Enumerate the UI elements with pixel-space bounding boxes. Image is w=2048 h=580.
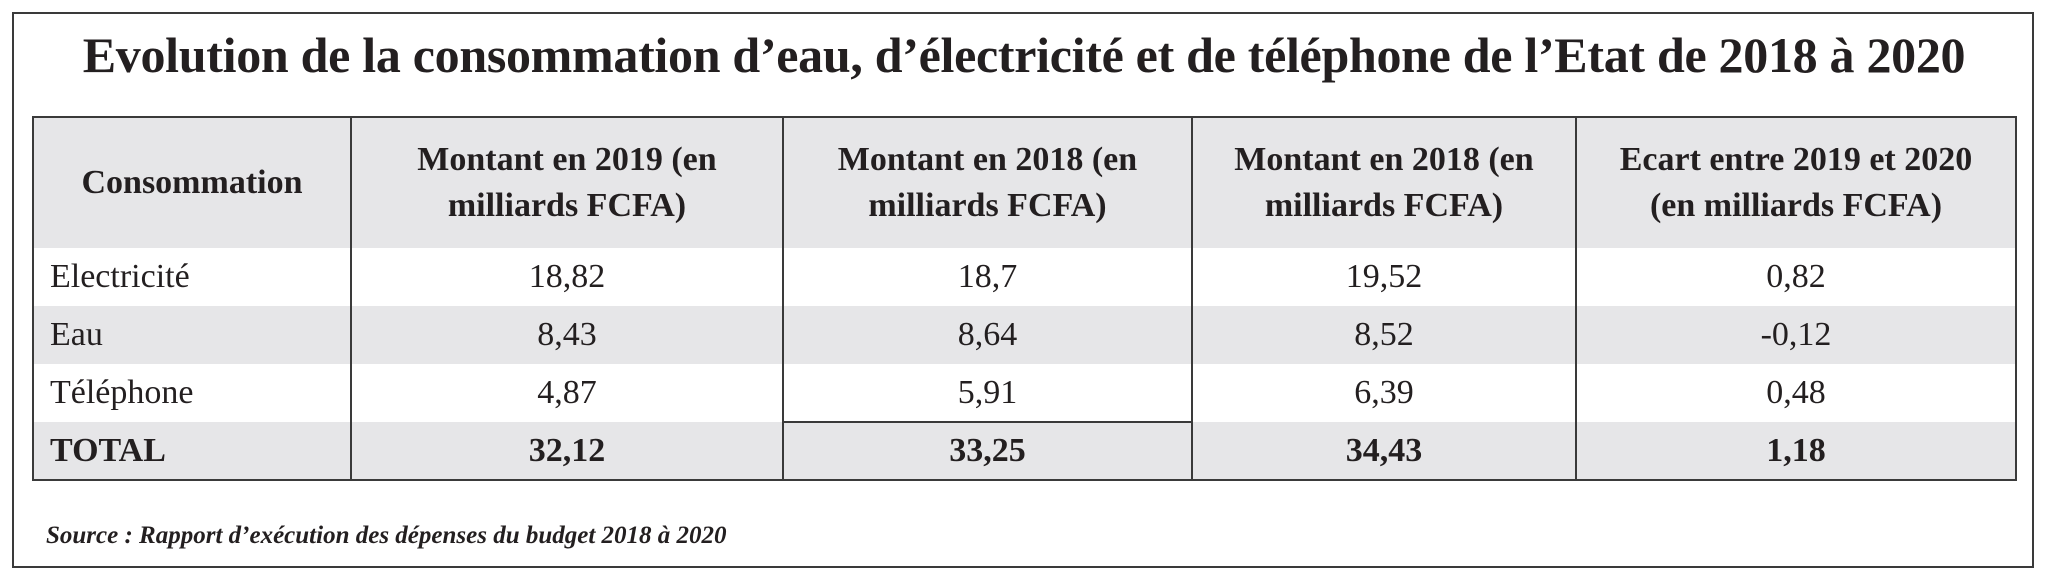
row-label: Electricité bbox=[32, 248, 352, 306]
table-row-telephone: Téléphone 4,87 5,91 6,39 0,48 bbox=[32, 364, 2017, 422]
table-header-row: Consommation Montant en 2019 (en milliar… bbox=[32, 117, 2017, 248]
cell-value: 32,12 bbox=[350, 422, 784, 480]
consumption-table: Consommation Montant en 2019 (en milliar… bbox=[32, 116, 2017, 481]
cell-value: 8,43 bbox=[350, 306, 784, 364]
cell-value: 8,64 bbox=[782, 306, 1193, 364]
cell-value: 0,48 bbox=[1575, 364, 2017, 422]
header-montant-2019: Montant en 2019 (en milliards FCFA) bbox=[350, 117, 784, 248]
row-label: TOTAL bbox=[32, 422, 352, 480]
cell-value: 18,7 bbox=[782, 248, 1193, 306]
cell-value: 34,43 bbox=[1191, 422, 1577, 480]
cell-value: 0,82 bbox=[1575, 248, 2017, 306]
row-label: Eau bbox=[32, 306, 352, 364]
header-montant-2018-a: Montant en 2018 (en milliards FCFA) bbox=[782, 117, 1193, 248]
header-consommation: Consommation bbox=[32, 117, 352, 248]
source-note: Source : Rapport d’exécution des dépense… bbox=[46, 522, 727, 549]
header-ecart: Ecart entre 2019 et 2020 (en milliards F… bbox=[1575, 117, 2017, 248]
cell-value: 6,39 bbox=[1191, 364, 1577, 422]
row-label: Téléphone bbox=[32, 364, 352, 422]
cell-value: 1,18 bbox=[1575, 422, 2017, 480]
cell-value: 5,91 bbox=[782, 364, 1193, 422]
cell-value: -0,12 bbox=[1575, 306, 2017, 364]
cell-value: 19,52 bbox=[1191, 248, 1577, 306]
table-row-eau: Eau 8,43 8,64 8,52 -0,12 bbox=[32, 306, 2017, 364]
header-montant-2018-b: Montant en 2018 (en milliards FCFA) bbox=[1191, 117, 1577, 248]
cell-value: 33,25 bbox=[782, 421, 1193, 480]
table-frame bbox=[12, 12, 2034, 568]
cell-value: 8,52 bbox=[1191, 306, 1577, 364]
table-row-electricite: Electricité 18,82 18,7 19,52 0,82 bbox=[32, 248, 2017, 306]
page-title: Evolution de la consommation d’eau, d’él… bbox=[82, 27, 1966, 83]
cell-value: 4,87 bbox=[350, 364, 784, 422]
cell-value: 18,82 bbox=[350, 248, 784, 306]
table-row-total: TOTAL 32,12 33,25 34,43 1,18 bbox=[32, 421, 2017, 480]
